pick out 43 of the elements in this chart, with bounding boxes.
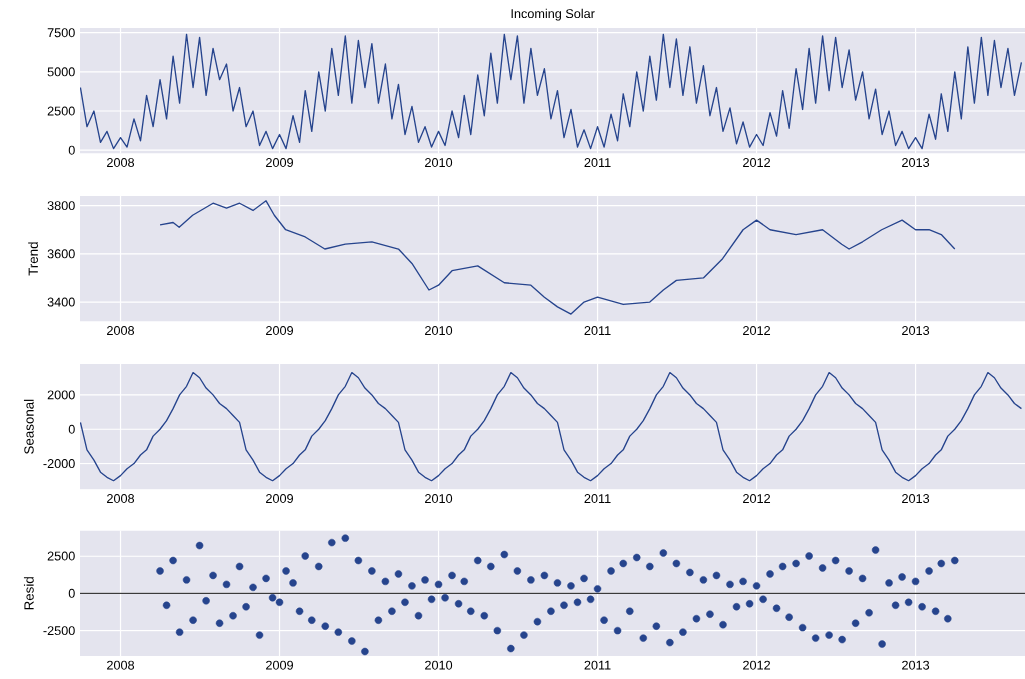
x-tick-label: 2011 bbox=[584, 660, 611, 670]
x-tick-label: 2010 bbox=[425, 494, 453, 504]
x-tick-label: 2012 bbox=[743, 660, 771, 670]
x-tick-label: 2010 bbox=[425, 326, 453, 336]
x-tick-label: 2009 bbox=[266, 494, 294, 504]
x-tick-label: 2013 bbox=[902, 326, 930, 336]
chart-title: Incoming Solar bbox=[511, 8, 595, 21]
x-tick-label: 2013 bbox=[902, 158, 930, 167]
y-tick-label: 3600 bbox=[47, 249, 75, 259]
y-tick-label: 2500 bbox=[47, 551, 75, 561]
x-tick-label: 2011 bbox=[584, 494, 611, 504]
x-tick-label: 2012 bbox=[743, 494, 771, 504]
x-tick-label: 2010 bbox=[425, 660, 453, 670]
x-tick-label: 2008 bbox=[107, 660, 135, 670]
y-axis-title: Seasonal bbox=[23, 399, 34, 454]
x-tick-label: 2009 bbox=[266, 158, 294, 167]
y-tick-label: 3400 bbox=[47, 297, 75, 307]
x-tick-label: 2008 bbox=[107, 158, 135, 167]
y-tick-label: 2000 bbox=[47, 390, 75, 400]
y-tick-label: -2000 bbox=[43, 459, 75, 469]
x-tick-label: 2009 bbox=[266, 326, 294, 336]
x-tick-label: 2012 bbox=[743, 326, 771, 336]
line-series bbox=[159, 200, 956, 315]
y-tick-label: 7500 bbox=[47, 28, 75, 38]
x-tick-label: 2010 bbox=[425, 158, 453, 167]
y-tick-label: 3800 bbox=[47, 201, 75, 211]
x-tick-label: 2009 bbox=[266, 660, 294, 670]
x-tick-label: 2011 bbox=[584, 158, 611, 167]
x-tick-label: 2012 bbox=[743, 158, 771, 167]
x-tick-label: 2013 bbox=[902, 494, 930, 504]
y-axis-title: Trend bbox=[28, 242, 38, 276]
x-tick-label: 2008 bbox=[107, 326, 135, 336]
x-tick-label: 2008 bbox=[107, 494, 135, 504]
x-tick-label: 2013 bbox=[902, 660, 930, 670]
y-tick-label: 2500 bbox=[47, 106, 75, 116]
y-tick-label: -2500 bbox=[43, 626, 75, 636]
y-tick-label: 0 bbox=[68, 424, 75, 434]
line-series bbox=[80, 371, 1023, 482]
y-axis-title: Resid bbox=[23, 577, 34, 610]
y-tick-label: 5000 bbox=[47, 67, 75, 77]
y-tick-label: 0 bbox=[68, 145, 75, 155]
x-tick-label: 2011 bbox=[584, 326, 611, 336]
y-tick-label: 0 bbox=[68, 588, 75, 598]
